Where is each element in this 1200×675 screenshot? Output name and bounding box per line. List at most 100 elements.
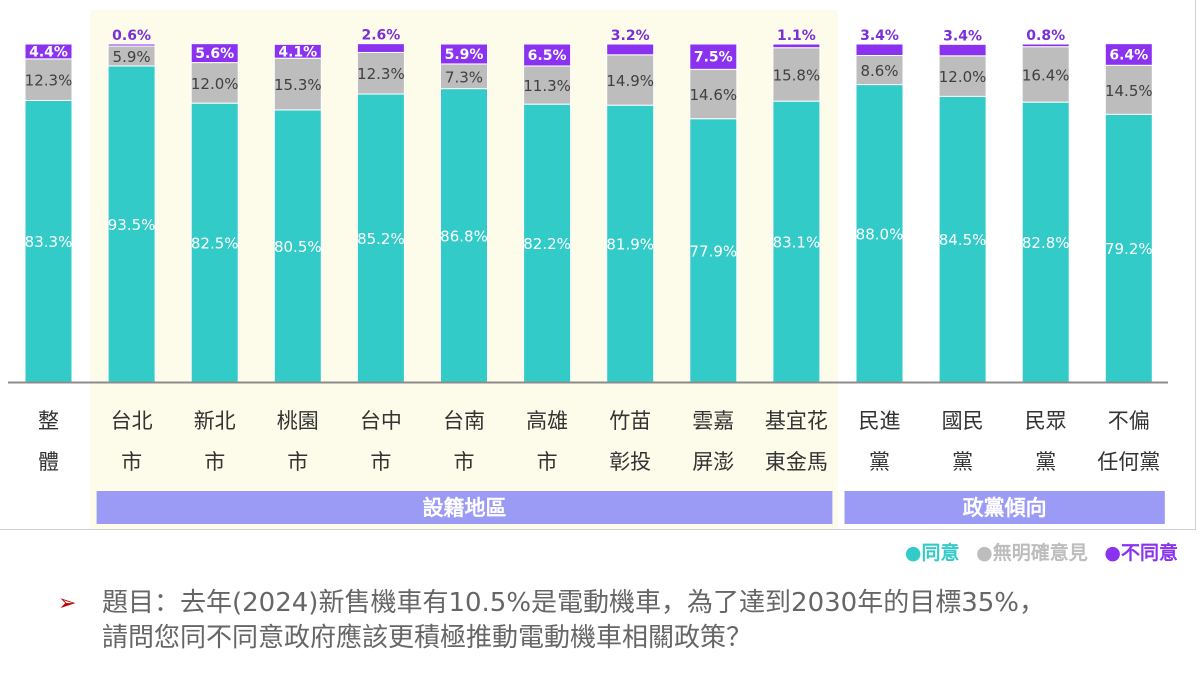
bar-no_opinion [855, 54, 904, 86]
category-label-line1: 台北 [111, 409, 153, 433]
data-label-disagree: 4.4% [29, 44, 68, 60]
bar-disagree [938, 43, 987, 57]
data-label-no-opinion: 12.0% [939, 68, 987, 86]
category-label-line2: 市 [287, 450, 308, 474]
category-label-line1: 台中 [360, 409, 402, 433]
stacked-bar-chart: 83.3% 12.3% 4.4% 93.5% 5.9% 0.6% 82.5% 12.0% 5.6… [8, 10, 1168, 529]
category-label-line1: 竹苗 [609, 409, 651, 433]
data-label-no-opinion: 8.6% [860, 62, 898, 80]
category-label-line1: 不偏 [1108, 409, 1150, 433]
data-label-no-opinion: 14.9% [606, 72, 654, 90]
bar-no_opinion [689, 68, 738, 120]
chart-frame: 83.3% 12.3% 4.4% 93.5% 5.9% 0.6% 82.5% 12.0% 5.6… [0, 0, 1196, 530]
category-label-line1: 民眾 [1025, 409, 1067, 433]
bar-agree [938, 95, 987, 383]
bar-no_opinion [1021, 46, 1070, 103]
bar-agree [606, 104, 655, 383]
data-label-disagree: 0.8% [1026, 28, 1065, 44]
question-line-2: 請問您同不同意政府應該更積極推動電動機車相關政策？ [102, 623, 753, 653]
data-label-disagree: 3.4% [943, 28, 982, 44]
bar-disagree [606, 43, 655, 56]
data-label-no-opinion: 16.4% [1022, 66, 1070, 84]
data-label-no-opinion: 7.3% [445, 68, 483, 86]
category-label-line2: 市 [454, 450, 475, 474]
category-label-line1: 民進 [859, 409, 901, 433]
bar-agree [24, 99, 73, 383]
data-label-agree: 81.9% [606, 236, 654, 254]
bar-agree [356, 93, 405, 383]
chart-legend: ●同意 ●無明確意見 ●不同意 [895, 538, 1178, 565]
category-label-line1: 整 [38, 409, 59, 433]
bar-disagree [1104, 43, 1153, 66]
bar-agree [440, 88, 488, 383]
data-label-agree: 85.2% [357, 230, 405, 248]
category-label-line2: 屏澎 [692, 450, 734, 474]
data-label-no-opinion: 12.3% [357, 65, 405, 83]
bar-no_opinion [938, 55, 987, 97]
data-label-disagree: 6.4% [1109, 47, 1148, 63]
data-label-no-opinion: 12.0% [191, 75, 239, 93]
category-label-line2: 市 [121, 450, 142, 474]
data-label-no-opinion: 12.3% [25, 72, 73, 90]
legend-label-no-opinion: 無明確意見 [992, 542, 1088, 564]
data-label-disagree: 6.5% [528, 48, 567, 64]
data-label-agree: 82.8% [1022, 234, 1070, 252]
legend-item-disagree: ●不同意 [1104, 542, 1178, 564]
legend-label-agree: 同意 [921, 542, 960, 564]
group-bar-party [844, 491, 1165, 524]
bar-agree [689, 118, 738, 383]
data-label-disagree: 7.5% [694, 50, 733, 66]
data-label-agree: 80.5% [274, 238, 322, 256]
data-label-disagree: 4.1% [278, 44, 317, 60]
category-label-line1: 台南 [443, 409, 485, 433]
data-label-disagree: 2.6% [361, 28, 400, 44]
category-label-line1: 新北 [194, 409, 236, 433]
legend-item-agree: ●同意 [905, 542, 966, 564]
data-label-no-opinion: 11.3% [523, 77, 571, 95]
category-label-line2: 任何黨 [1097, 450, 1160, 474]
bar-no_opinion [606, 54, 655, 106]
category-label-line1: 國民 [942, 409, 984, 433]
category-label-line1: 高雄 [526, 409, 568, 433]
bar-no_opinion [772, 47, 821, 102]
group-bar-region [96, 491, 833, 524]
category-label-line2: 市 [204, 450, 225, 474]
bar-disagree [107, 43, 156, 47]
bar-disagree [273, 43, 322, 59]
data-label-no-opinion: 5.9% [113, 48, 151, 66]
bar-disagree [24, 43, 73, 60]
legend-dot-no-opinion: ● [976, 542, 993, 564]
bar-no_opinion [440, 63, 488, 90]
category-label-line2: 東金馬 [765, 450, 828, 474]
bar-disagree [190, 43, 239, 64]
group-label-party: 政黨傾向 [963, 496, 1047, 520]
category-label-line1: 桃園 [277, 409, 319, 433]
bar-disagree [356, 43, 405, 53]
category-label-line2: 黨 [952, 450, 973, 474]
data-label-no-opinion: 14.5% [1105, 82, 1153, 100]
data-label-disagree: 5.6% [195, 46, 234, 62]
category-label-line2: 黨 [869, 450, 890, 474]
bar-disagree [440, 43, 488, 65]
bar-disagree [689, 43, 738, 70]
data-label-agree: 93.5% [108, 216, 156, 234]
bar-agree [523, 103, 572, 383]
legend-label-disagree: 不同意 [1120, 542, 1178, 564]
data-label-agree: 79.2% [1105, 240, 1153, 258]
legend-dot-disagree: ● [1104, 542, 1121, 564]
category-label-line2: 黨 [1035, 450, 1056, 474]
legend-dot-agree: ● [904, 542, 922, 564]
data-label-agree: 88.0% [856, 225, 904, 243]
question-line-1: 題目：去年(2024)新售機車有10.5%是電動機車，為了達到2030年的目標3… [102, 588, 1046, 618]
data-label-no-opinion: 15.3% [274, 76, 322, 94]
survey-question: ➢ 題目：去年(2024)新售機車有10.5%是電動機車，為了達到2030年的目… [58, 586, 1188, 656]
category-label-line2: 彰投 [609, 450, 651, 474]
data-label-agree: 83.3% [25, 233, 73, 251]
category-label-line2: 市 [537, 450, 558, 474]
data-label-disagree: 0.6% [112, 28, 151, 44]
data-label-agree: 77.9% [689, 242, 737, 260]
data-label-agree: 82.2% [523, 235, 571, 253]
legend-item-no-opinion: ●無明確意見 [976, 542, 1094, 564]
data-label-disagree: 3.4% [860, 28, 899, 44]
bar-no_opinion [356, 51, 405, 95]
